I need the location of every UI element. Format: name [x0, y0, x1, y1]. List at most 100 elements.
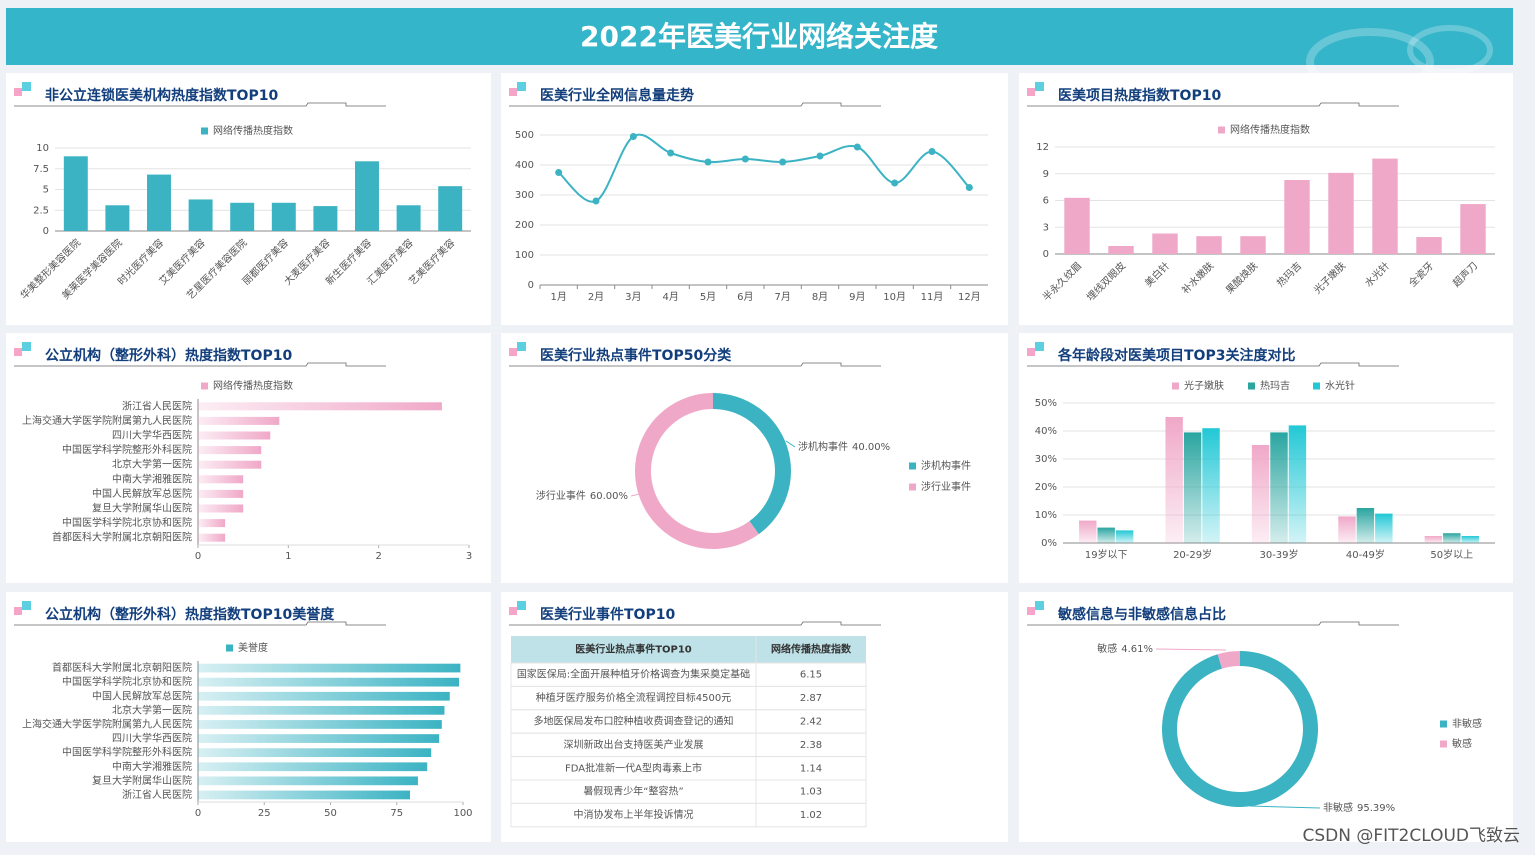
bar [1372, 158, 1398, 254]
y-tick-label: 10% [1035, 510, 1057, 521]
y-tick-label: 中国医学科学院整形外科医院 [62, 746, 192, 759]
point [928, 148, 936, 155]
bar [1165, 417, 1183, 543]
title-icon [22, 342, 31, 351]
bar [1416, 237, 1442, 254]
bar [188, 199, 213, 231]
y-tick-label: 浙江省人民医院 [122, 399, 192, 412]
y-tick-label: 30% [1035, 454, 1057, 465]
bar [105, 205, 130, 231]
bar [198, 705, 445, 715]
panel-title: 公立机构（整形外科）热度指数TOP10美誉度 [45, 606, 335, 623]
title-underline [1027, 102, 1399, 107]
table-header [511, 636, 866, 663]
bar [1338, 516, 1356, 543]
table-cell: 种植牙医疗服务价格全流程调控目标4500元 [536, 691, 731, 704]
y-tick-label: 中国医学科学院北京协和医院 [62, 516, 192, 529]
title-underline [1027, 621, 1399, 626]
y-tick-label: 四川大学华西医院 [112, 732, 192, 745]
x-tick-label: 5月 [700, 291, 716, 303]
panel-title: 公立机构（整形外科）热度指数TOP10 [45, 347, 292, 364]
bar [198, 504, 244, 513]
bar [198, 519, 226, 528]
slice-name: 敏感 [1097, 642, 1117, 655]
bar [1251, 445, 1270, 543]
point [741, 155, 749, 163]
y-tick-label: 5 [43, 185, 49, 196]
panel [1019, 73, 1513, 325]
y-tick-label: 中南大学湘雅医院 [112, 760, 192, 773]
bar [198, 475, 244, 484]
slice-label: 敏感 4.61% [1097, 642, 1153, 655]
slice-value: 40.00% [852, 442, 890, 453]
y-tick-label: 浙江省人民医院 [122, 788, 192, 801]
bar [1202, 428, 1220, 543]
table-cell: 深圳新政出台支持医美产业发展 [564, 738, 704, 751]
table-cell: 6.15 [800, 670, 822, 681]
legend-swatch [201, 127, 208, 135]
bar [198, 402, 442, 411]
table-cell: 2.38 [800, 740, 822, 751]
bar [198, 677, 460, 687]
y-tick-label: 300 [515, 190, 534, 201]
y-tick-label: 10 [36, 143, 49, 154]
title-underline [14, 362, 386, 367]
x-tick-label: 2月 [588, 291, 604, 303]
donut-slice [1217, 651, 1240, 669]
y-tick-label: 复旦大学附属华山医院 [92, 502, 192, 515]
table-cell: 1.14 [800, 763, 822, 774]
slice-name: 涉行业事件 [536, 489, 586, 502]
bar [1097, 527, 1115, 543]
title-icon [22, 82, 31, 91]
y-tick-label: 中国医学科学院北京协和医院 [62, 675, 192, 688]
table-cell: 1.03 [800, 787, 822, 798]
y-tick-label: 0 [1043, 249, 1049, 260]
slice-value: 60.00% [590, 491, 628, 502]
panel-title: 医美项目热度指数TOP10 [1058, 87, 1221, 104]
bar [438, 186, 463, 231]
bar [1064, 197, 1090, 254]
bar [198, 734, 440, 743]
title-icon [1035, 601, 1044, 610]
y-tick-label: 200 [515, 220, 534, 231]
legend-label: 网络传播热度指数 [213, 379, 293, 392]
donut-slice [634, 393, 759, 549]
y-tick-label: 中国人民解放军总医院 [92, 689, 192, 702]
x-tick-label: 3月 [625, 291, 641, 303]
title-icon [1027, 88, 1035, 96]
legend-label: 敏感 [1452, 737, 1472, 750]
legend-swatch [909, 483, 916, 491]
title-icon [14, 348, 22, 356]
legend-label: 美誉度 [238, 641, 268, 654]
title-icon [1035, 342, 1044, 351]
title-icon [517, 82, 526, 91]
bar [198, 691, 450, 701]
y-tick-label: 6 [1043, 196, 1049, 207]
y-tick-label: 中南大学湘雅医院 [112, 472, 192, 485]
x-tick-label: 6月 [737, 291, 753, 303]
y-tick-label: 100 [515, 250, 534, 261]
y-tick-label: 首都医科大学附属北京朝阳医院 [52, 531, 192, 544]
title-underline [509, 621, 881, 626]
leader-line [630, 493, 641, 497]
bar [198, 663, 461, 673]
y-tick-label: 复旦大学附属华山医院 [92, 774, 192, 787]
title-icon [1035, 82, 1044, 91]
y-tick-label: 9 [1043, 169, 1049, 180]
bar [1270, 432, 1288, 543]
slice-label: 涉行业事件 60.00% [536, 489, 628, 502]
bar [1424, 536, 1443, 543]
table-cell: 多地医保局发布口腔种植收费调查登记的通知 [534, 715, 734, 728]
point [555, 169, 563, 176]
point [891, 179, 899, 187]
title-icon [1027, 607, 1035, 615]
point [853, 143, 861, 151]
x-tick-label: 2 [375, 551, 381, 562]
title-icon [517, 601, 526, 610]
bar [1108, 245, 1134, 254]
title-underline [509, 102, 881, 107]
point [629, 133, 637, 140]
y-tick-label: 上海交通大学医学院附属第九人民医院 [22, 414, 192, 427]
bar [1375, 513, 1393, 543]
bar [1328, 172, 1354, 254]
